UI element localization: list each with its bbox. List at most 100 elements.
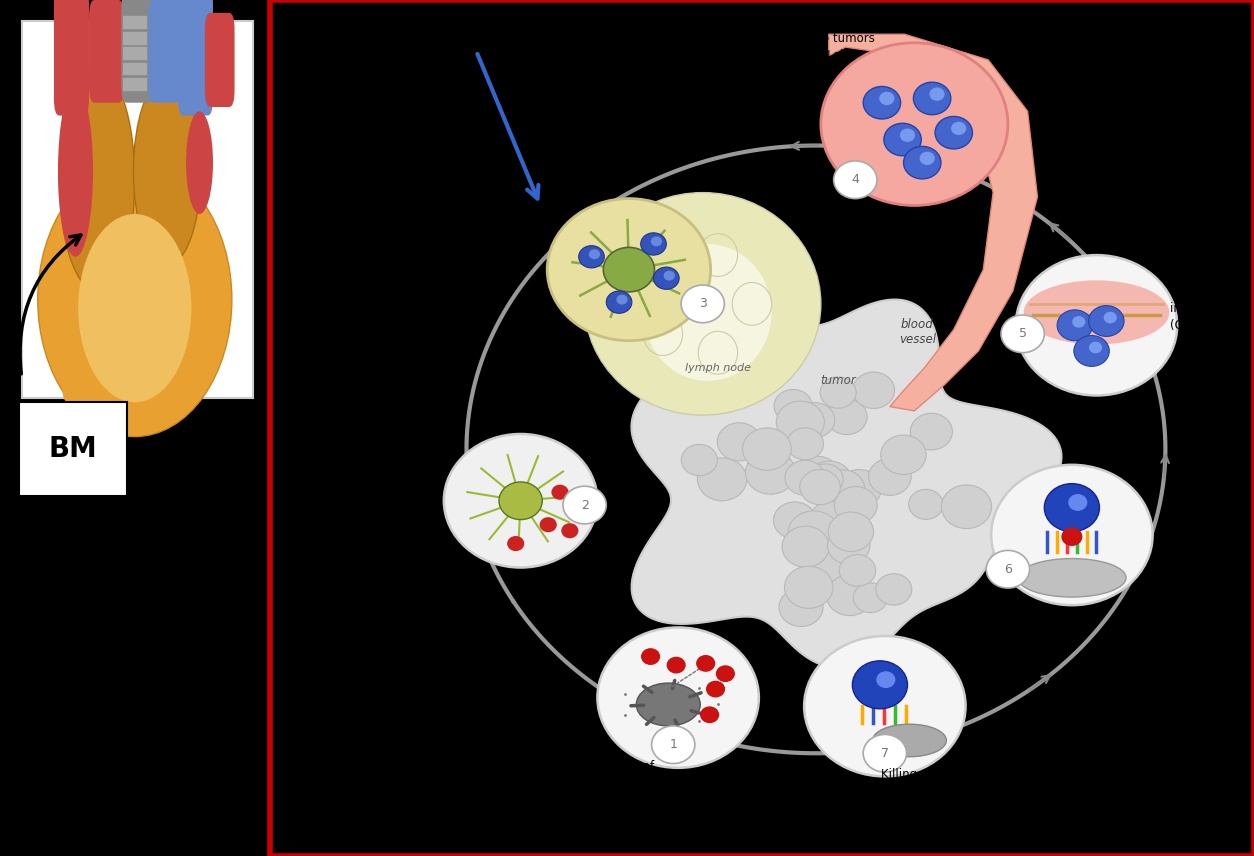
Circle shape bbox=[884, 123, 922, 156]
Ellipse shape bbox=[636, 683, 700, 726]
Text: Release of
cancer cell antigens
(cancer cell death): Release of cancer cell antigens (cancer … bbox=[564, 760, 683, 806]
FancyBboxPatch shape bbox=[123, 46, 147, 60]
Circle shape bbox=[782, 526, 829, 568]
Circle shape bbox=[589, 250, 599, 259]
Circle shape bbox=[1062, 528, 1082, 545]
Circle shape bbox=[833, 476, 874, 513]
Circle shape bbox=[1016, 255, 1178, 395]
Circle shape bbox=[821, 470, 865, 508]
FancyBboxPatch shape bbox=[21, 21, 253, 398]
Circle shape bbox=[652, 237, 661, 246]
Circle shape bbox=[540, 518, 556, 532]
FancyBboxPatch shape bbox=[123, 31, 147, 45]
Circle shape bbox=[795, 462, 834, 496]
Circle shape bbox=[820, 377, 856, 408]
Text: 3: 3 bbox=[698, 297, 707, 311]
Circle shape bbox=[1073, 317, 1085, 327]
Polygon shape bbox=[829, 34, 1037, 411]
Circle shape bbox=[799, 456, 838, 490]
Circle shape bbox=[653, 267, 680, 289]
Circle shape bbox=[909, 490, 943, 520]
Circle shape bbox=[853, 661, 908, 709]
Ellipse shape bbox=[171, 376, 181, 395]
Circle shape bbox=[597, 627, 759, 768]
Circle shape bbox=[853, 583, 888, 613]
Circle shape bbox=[499, 482, 542, 520]
Circle shape bbox=[1090, 342, 1101, 353]
Circle shape bbox=[1057, 310, 1092, 341]
Circle shape bbox=[776, 401, 824, 443]
Circle shape bbox=[805, 550, 848, 586]
Circle shape bbox=[804, 636, 966, 776]
Text: Trafficking of
T cells to tumors
(CTLs): Trafficking of T cells to tumors (CTLs) bbox=[776, 15, 875, 62]
Circle shape bbox=[562, 524, 578, 538]
Circle shape bbox=[701, 707, 719, 722]
Circle shape bbox=[910, 413, 953, 450]
Ellipse shape bbox=[38, 163, 232, 437]
Circle shape bbox=[900, 129, 914, 141]
Circle shape bbox=[869, 458, 912, 496]
Circle shape bbox=[853, 372, 894, 408]
Circle shape bbox=[806, 461, 851, 501]
Circle shape bbox=[952, 122, 966, 134]
Circle shape bbox=[1105, 312, 1116, 323]
Circle shape bbox=[834, 161, 877, 199]
Circle shape bbox=[880, 92, 894, 104]
Text: BM: BM bbox=[49, 436, 97, 463]
Circle shape bbox=[552, 485, 568, 499]
Circle shape bbox=[863, 86, 900, 119]
Ellipse shape bbox=[643, 244, 771, 381]
Circle shape bbox=[800, 469, 840, 505]
Circle shape bbox=[642, 649, 660, 664]
Circle shape bbox=[697, 656, 715, 671]
Ellipse shape bbox=[186, 111, 213, 214]
Text: Recognition of
cancer cells by T cells
(CTLs, cancer cells): Recognition of cancer cells by T cells (… bbox=[1165, 508, 1254, 554]
Ellipse shape bbox=[148, 374, 159, 396]
Circle shape bbox=[652, 726, 695, 764]
Ellipse shape bbox=[133, 77, 201, 265]
Circle shape bbox=[863, 734, 907, 772]
FancyBboxPatch shape bbox=[54, 0, 89, 116]
Circle shape bbox=[697, 458, 747, 501]
Circle shape bbox=[742, 428, 791, 470]
Circle shape bbox=[774, 389, 813, 423]
Circle shape bbox=[826, 575, 873, 615]
FancyBboxPatch shape bbox=[19, 402, 127, 496]
Circle shape bbox=[641, 233, 666, 255]
Ellipse shape bbox=[61, 368, 73, 402]
Circle shape bbox=[794, 402, 835, 437]
Ellipse shape bbox=[105, 360, 117, 410]
Text: Priming and activation
(APCs & T cells): Priming and activation (APCs & T cells) bbox=[375, 229, 509, 259]
Circle shape bbox=[1045, 484, 1100, 532]
Circle shape bbox=[838, 470, 882, 508]
FancyBboxPatch shape bbox=[123, 15, 147, 29]
Circle shape bbox=[834, 486, 877, 524]
Circle shape bbox=[779, 588, 823, 627]
Text: tumor: tumor bbox=[820, 374, 856, 388]
Text: Infiltration of T cells
into tumors
(CTLs, endothelial cells): Infiltration of T cells into tumors (CTL… bbox=[1170, 285, 1254, 331]
Circle shape bbox=[821, 43, 1008, 205]
Circle shape bbox=[1088, 306, 1124, 336]
Ellipse shape bbox=[84, 361, 94, 409]
Circle shape bbox=[578, 246, 604, 268]
Polygon shape bbox=[632, 300, 1062, 668]
FancyBboxPatch shape bbox=[123, 62, 147, 75]
FancyBboxPatch shape bbox=[89, 0, 124, 103]
Ellipse shape bbox=[127, 367, 138, 403]
Circle shape bbox=[716, 666, 735, 681]
Circle shape bbox=[828, 527, 870, 564]
Text: 2: 2 bbox=[581, 498, 588, 512]
Text: blood
vessel: blood vessel bbox=[899, 318, 935, 346]
Circle shape bbox=[920, 152, 934, 164]
FancyBboxPatch shape bbox=[123, 77, 147, 91]
Circle shape bbox=[667, 657, 685, 673]
Circle shape bbox=[774, 502, 816, 539]
Text: 1: 1 bbox=[670, 738, 677, 752]
Circle shape bbox=[563, 486, 606, 524]
Circle shape bbox=[991, 465, 1152, 605]
Circle shape bbox=[877, 672, 894, 687]
Circle shape bbox=[828, 512, 874, 551]
Circle shape bbox=[930, 88, 944, 100]
Circle shape bbox=[875, 574, 912, 605]
Text: 5: 5 bbox=[1018, 327, 1027, 341]
